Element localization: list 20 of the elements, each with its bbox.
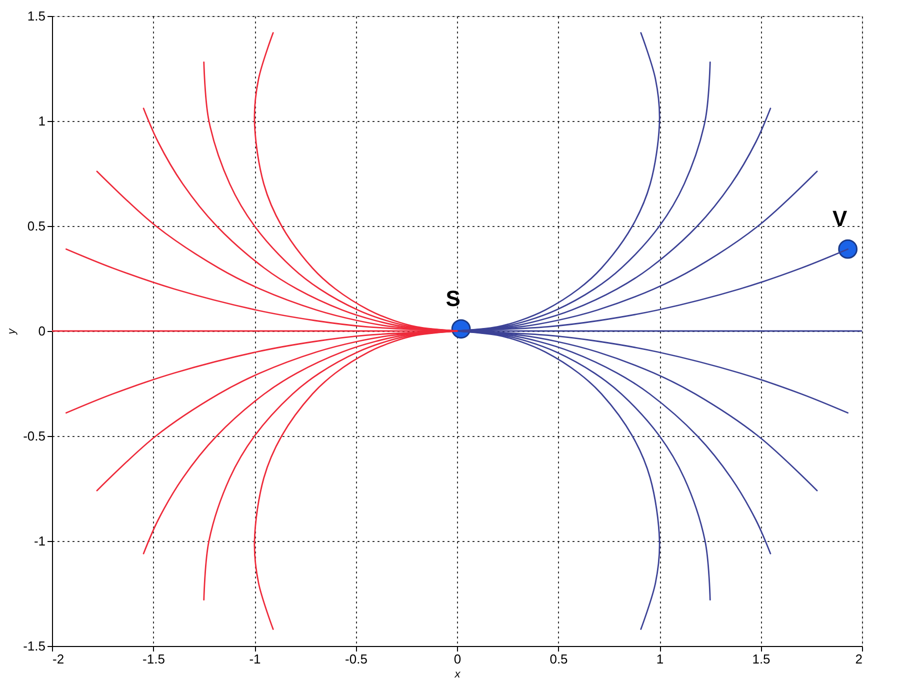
y-tick-label: -0.5 bbox=[23, 428, 46, 444]
y-tick-label: 0 bbox=[38, 324, 46, 338]
x-axis-title: x bbox=[454, 668, 461, 680]
annotation: S bbox=[446, 286, 460, 311]
y-axis-title: y bbox=[6, 327, 18, 336]
x-tick-label: 0 bbox=[454, 652, 462, 666]
annotation: V bbox=[832, 206, 848, 232]
x-tick-label: 1 bbox=[656, 652, 664, 666]
y-tick-label: 1 bbox=[38, 114, 46, 128]
x-tick-label: -1.5 bbox=[142, 652, 165, 666]
y-tick-label: -1 bbox=[34, 534, 46, 548]
y-tick-label: 0.5 bbox=[27, 218, 46, 234]
y-tick-label: 1.5 bbox=[27, 8, 46, 24]
x-tick-label: 1.5 bbox=[752, 652, 770, 666]
y-tick-label: -1.5 bbox=[23, 638, 46, 654]
x-tick-label: -2 bbox=[52, 652, 64, 666]
x-tick-label: 0.5 bbox=[550, 652, 568, 666]
x-tick-label: -0.5 bbox=[345, 652, 368, 666]
x-tick-label: -1 bbox=[249, 652, 261, 666]
x-tick-label: 2 bbox=[855, 652, 862, 666]
